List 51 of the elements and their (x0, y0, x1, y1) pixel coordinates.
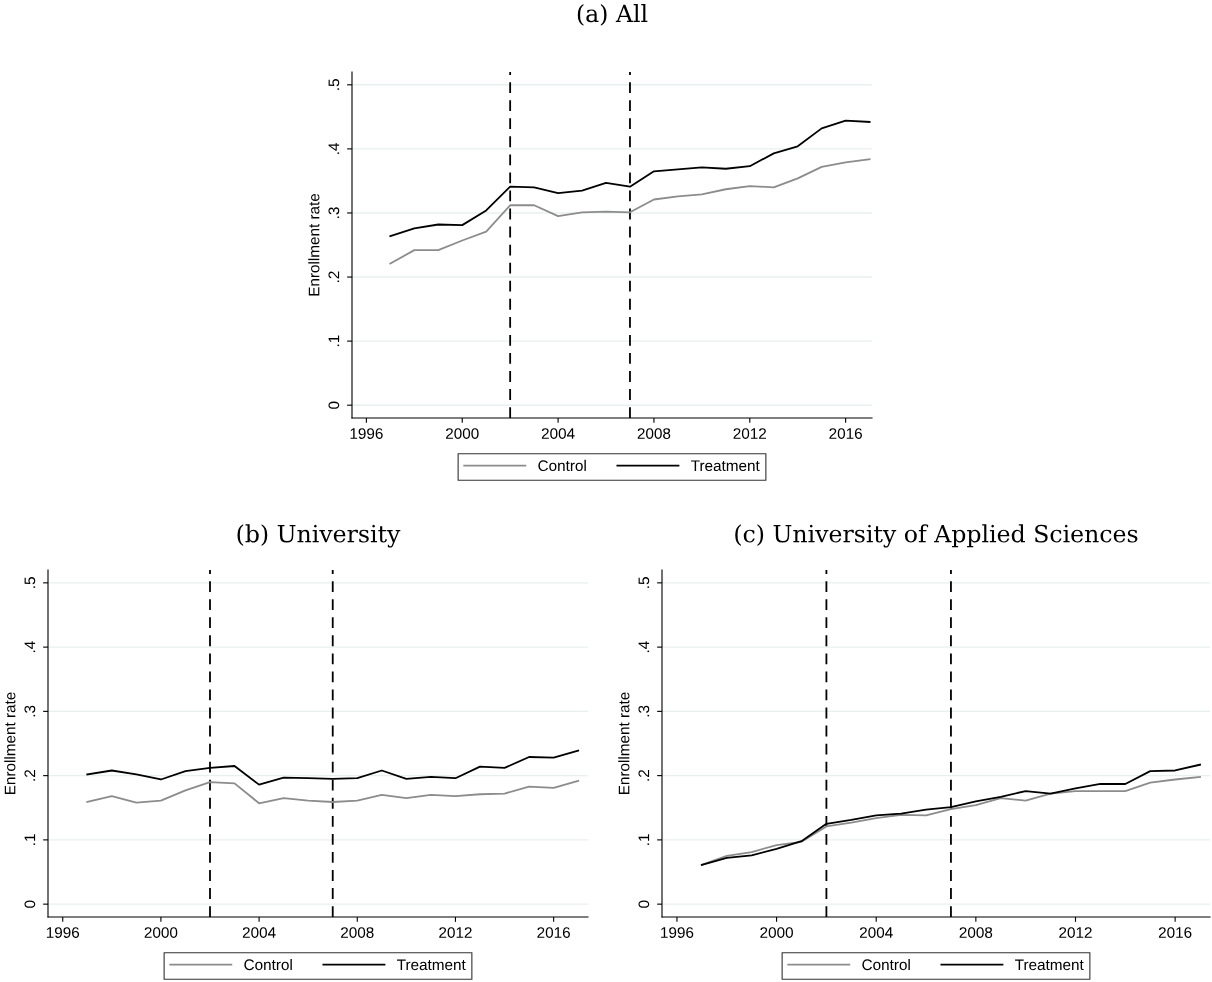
x-tick-label: 2008 (341, 927, 374, 938)
y-tick-label: 0 (24, 900, 36, 908)
x-tick-label: 2000 (144, 927, 178, 938)
y-tick-label: .5 (24, 577, 36, 588)
legend-label: Treatment (691, 460, 760, 472)
legend-label: Treatment (1015, 959, 1084, 971)
x-tick-label: 1996 (661, 927, 694, 938)
line-series (389, 158, 871, 265)
y-tick-label: .5 (638, 577, 650, 588)
x-tick-label: 2008 (959, 927, 993, 938)
y-tick-label: .5 (328, 79, 340, 90)
x-tick-label: 2000 (446, 428, 479, 439)
legend-label: Control (538, 459, 586, 472)
y-tick-label: .3 (638, 705, 650, 717)
y-tick-label: .2 (638, 770, 650, 781)
legend-label: Treatment (397, 959, 466, 971)
y-tick-label: .3 (24, 705, 36, 717)
y-tick-label: .1 (24, 834, 36, 845)
y-tick-label: .3 (328, 207, 340, 218)
y-axis-title: Enrollment rate (308, 193, 320, 296)
y-tick-label: .4 (638, 641, 650, 653)
x-tick-label: 2016 (829, 428, 862, 439)
y-tick-label: 0 (638, 900, 650, 908)
y-tick-label: .2 (24, 770, 36, 781)
chart-title: (a) All (577, 4, 648, 26)
x-tick-label: 2012 (733, 428, 767, 439)
x-tick-label: 2012 (439, 927, 472, 938)
x-tick-label: 2008 (637, 428, 671, 439)
chart-title: (c) University of Applied Sciences (735, 524, 1138, 548)
x-tick-label: 2016 (537, 927, 570, 938)
legend-label: Control (244, 958, 292, 971)
x-tick-label: 2004 (860, 927, 893, 938)
x-tick-label: 2004 (541, 428, 575, 439)
line-series (86, 779, 580, 805)
y-tick-label: .1 (328, 335, 340, 347)
y-tick-label: .1 (638, 834, 650, 845)
x-tick-label: 1996 (46, 927, 80, 938)
y-axis-title: Enrollment rate (618, 692, 630, 795)
y-axis-title: Enrollment rate (4, 692, 16, 795)
y-tick-label: .4 (328, 142, 340, 154)
y-tick-label: .4 (24, 641, 36, 653)
x-tick-label: 2004 (242, 927, 276, 938)
chart-title: (b) University (237, 524, 401, 548)
line-series (389, 119, 871, 237)
x-tick-label: 2016 (1158, 927, 1192, 938)
x-tick-label: 1996 (350, 428, 383, 439)
y-tick-label: 0 (328, 401, 340, 409)
x-tick-label: 2012 (1059, 927, 1092, 938)
legend-label: Control (862, 958, 910, 971)
x-tick-label: 2000 (760, 927, 793, 938)
y-tick-label: .2 (328, 271, 340, 283)
